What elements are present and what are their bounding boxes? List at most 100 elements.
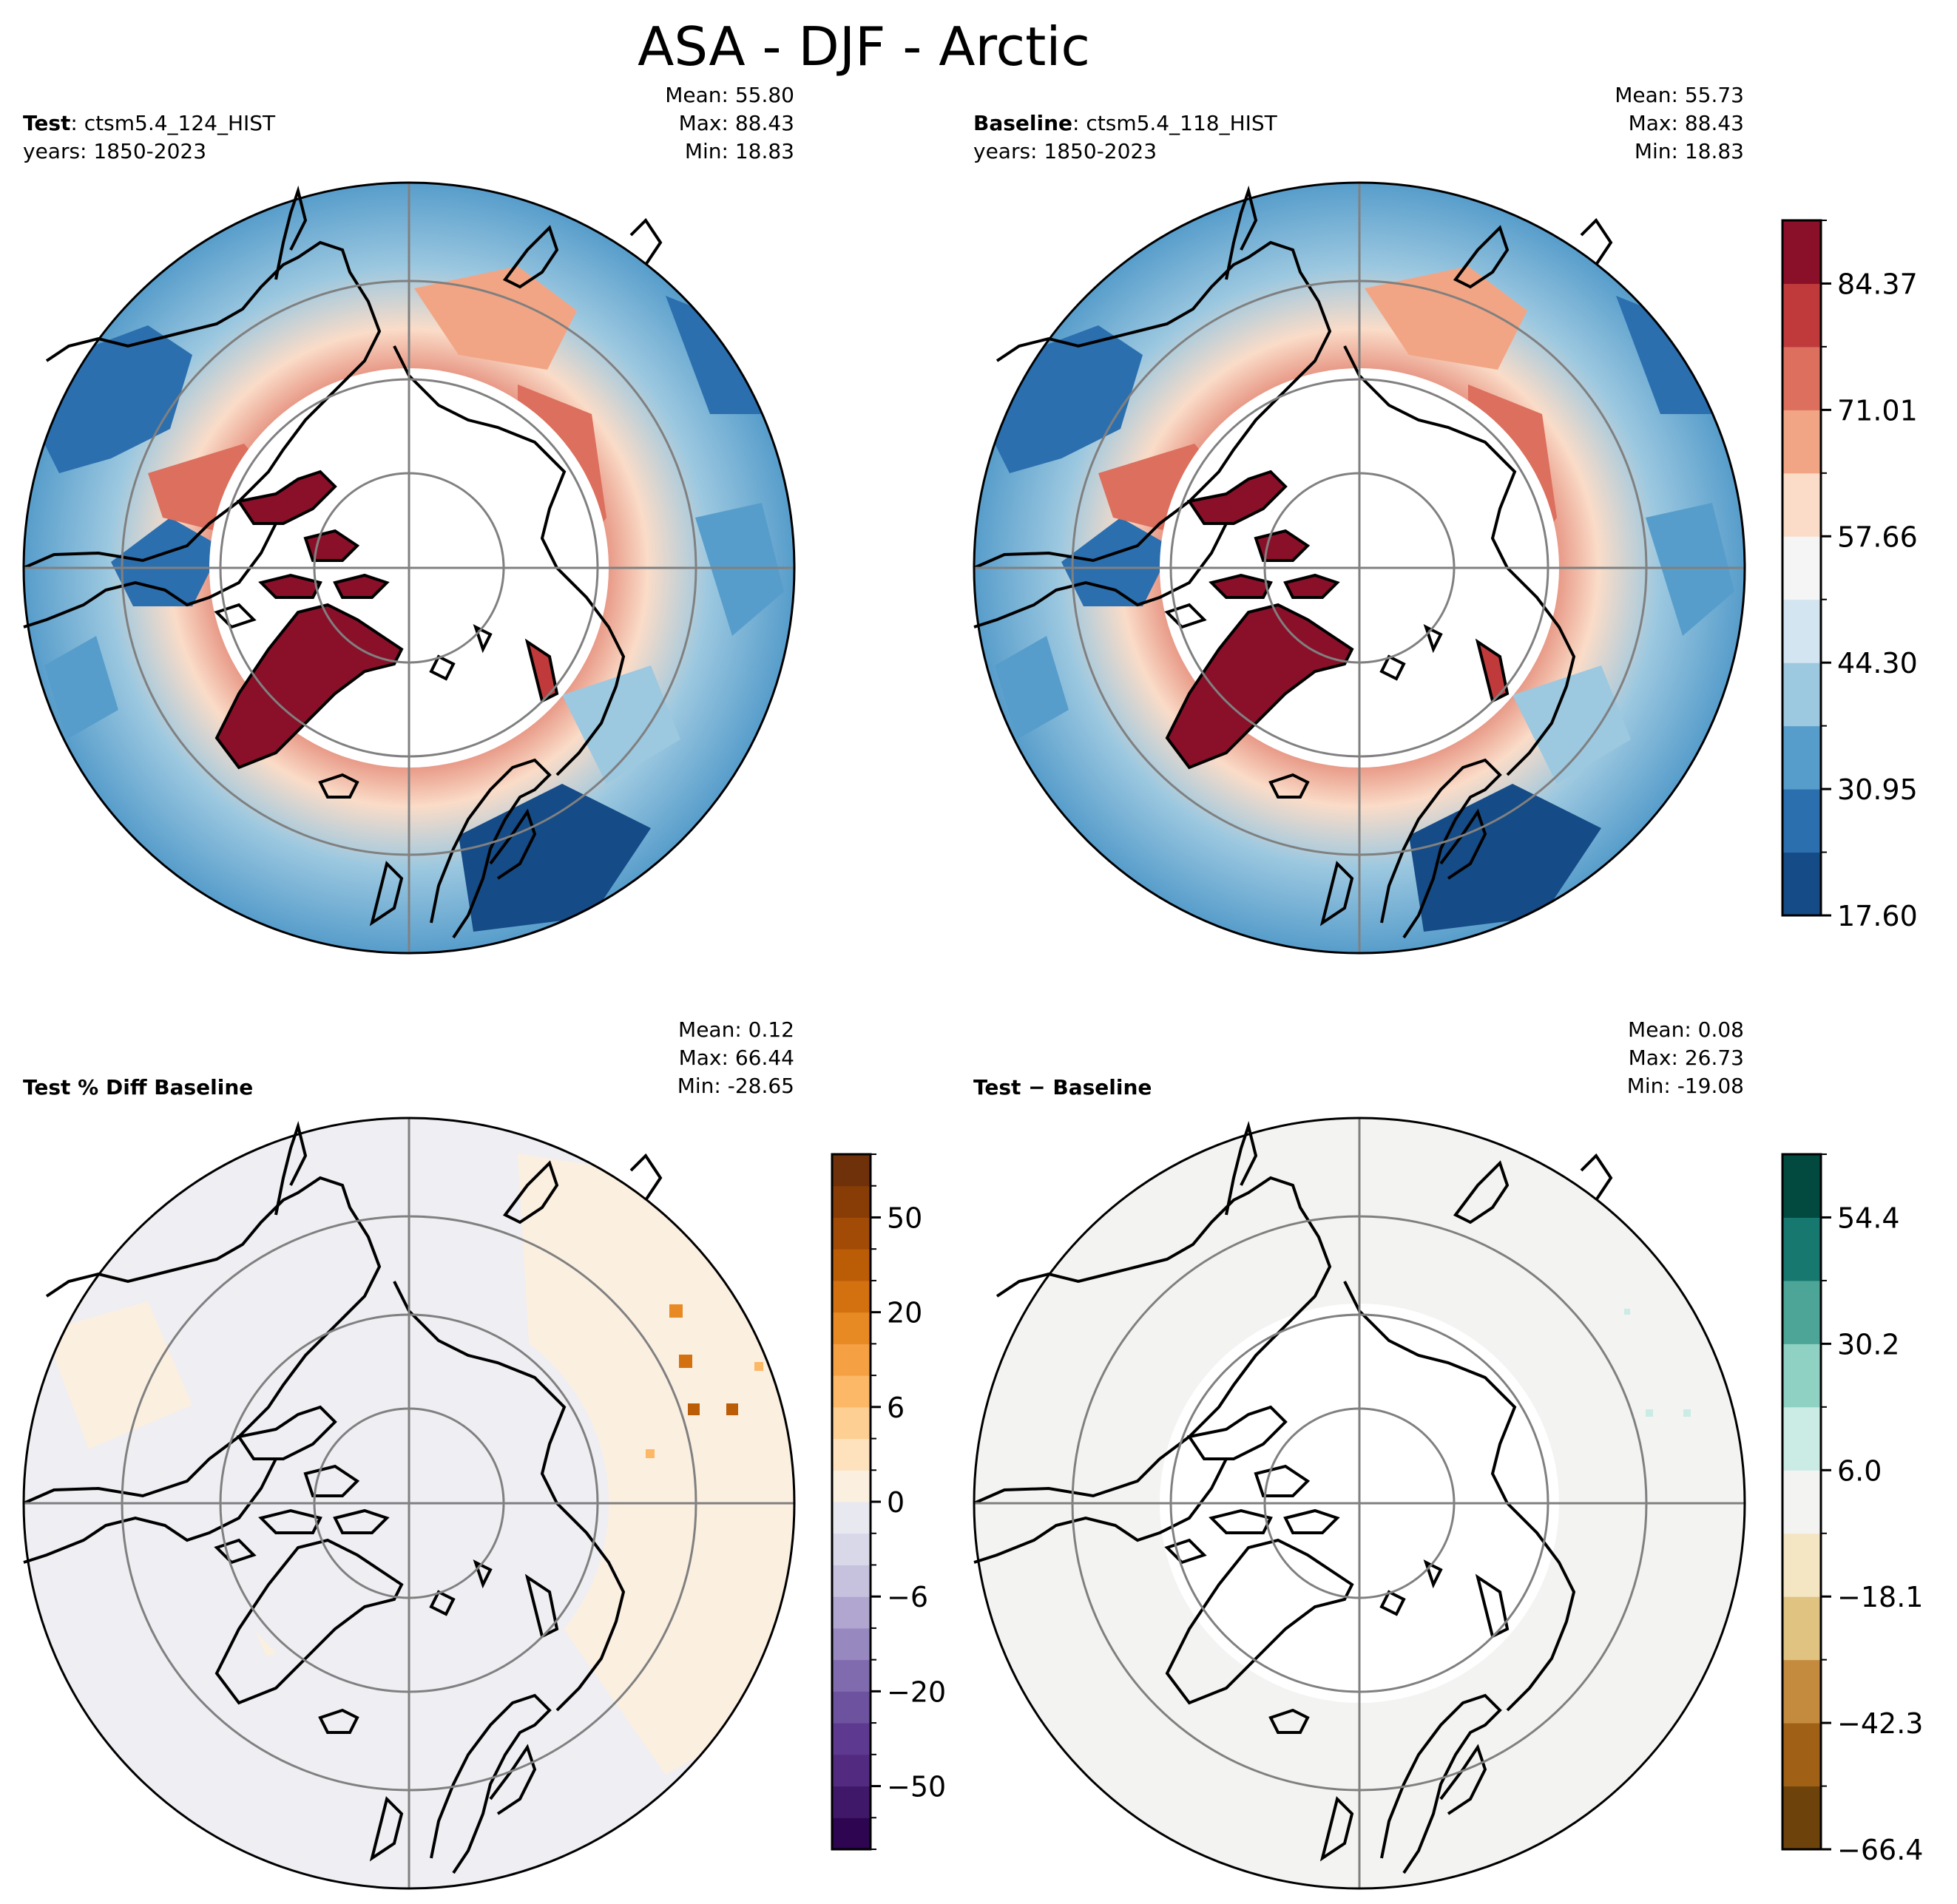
- pctdiff-colorbar-tick-label: −20: [887, 1676, 946, 1708]
- baseline-label-sep: :: [1072, 111, 1080, 135]
- main-colorbar-color-band: [1782, 410, 1821, 474]
- baseline-stat-min: Min: 18.83: [1634, 139, 1744, 163]
- pctdiff-colorbar-color-band: [832, 1344, 871, 1376]
- pctdiff-colorbar-color-band: [832, 1406, 871, 1440]
- baseline-stat-max: Max: 88.43: [1628, 111, 1744, 135]
- pctdiff-hotspot: [679, 1355, 692, 1368]
- baseline-years: years: 1850-2023: [973, 139, 1157, 163]
- baseline-map: [973, 181, 1746, 955]
- test-stat-min: Min: 18.83: [684, 139, 794, 163]
- main-colorbar-tick-label: 84.37: [1837, 268, 1918, 300]
- baseline-panel-label: Baseline: ctsm5.4_118_HIST years: 1850-2…: [973, 109, 1277, 166]
- pctdiff-colorbar-color-band: [832, 1185, 871, 1218]
- pctdiff-hotspot: [646, 1449, 655, 1458]
- diff-colorbar-color-band: [1782, 1217, 1821, 1281]
- main-colorbar: 17.60 30.95 44.30 57.66 71.01 84.37: [1781, 219, 1918, 932]
- pctdiff-stat-max: Max: 66.44: [678, 1046, 794, 1070]
- test-stat-mean: Mean: 55.80: [665, 83, 794, 107]
- pctdiff-colorbar-color-band: [832, 1659, 871, 1692]
- main-colorbar-color-band: [1782, 472, 1821, 537]
- pctdiff-colorbar-color-band: [832, 1817, 871, 1850]
- pctdiff-colorbar-color-band: [832, 1627, 871, 1661]
- main-colorbar-color-band: [1782, 852, 1821, 916]
- main-colorbar-tick-label: 17.60: [1837, 900, 1918, 932]
- baseline-stats: Mean: 55.73 Max: 88.43 Min: 18.83: [1615, 81, 1744, 166]
- diff-colorbar-tick-label: −42.3: [1837, 1707, 1923, 1740]
- pctdiff-hotspot: [726, 1403, 738, 1415]
- pctdiff-colorbar: −50 −20 −6 0 6 20 50: [831, 1153, 946, 1851]
- test-case-name: ctsm5.4_124_HIST: [84, 111, 276, 135]
- diff-colorbar: −66.4 −42.3 −18.1 6.0 30.2 54.4: [1781, 1153, 1923, 1866]
- main-colorbar-color-band: [1782, 283, 1821, 348]
- test-years: years: 1850-2023: [23, 139, 207, 163]
- pctdiff-colorbar-color-band: [832, 1565, 871, 1597]
- pctdiff-colorbar-color-band: [832, 1217, 871, 1250]
- pctdiff-colorbar-color-band: [832, 1533, 871, 1565]
- figure-title: ASA - DJF - Arctic: [638, 16, 1090, 78]
- pctdiff-colorbar-tick-label: 0: [887, 1486, 905, 1519]
- pctdiff-colorbar-color-band: [832, 1754, 871, 1787]
- main-colorbar-tick-label: 30.95: [1837, 773, 1918, 806]
- diff-hotspot: [1646, 1409, 1653, 1417]
- pctdiff-colorbar-tick-label: −50: [887, 1771, 946, 1803]
- pctdiff-panel-label: Test % Diff Baseline: [23, 1074, 253, 1102]
- diff-colorbar-color-band: [1782, 1533, 1821, 1597]
- diff-colorbar-color-band: [1782, 1406, 1821, 1471]
- pctdiff-colorbar-color-band: [832, 1470, 871, 1502]
- pctdiff-map: [22, 1117, 796, 1890]
- pctdiff-colorbar-color-band: [832, 1723, 871, 1755]
- diff-colorbar-tick-label: −66.4: [1837, 1834, 1923, 1866]
- pctdiff-colorbar-color-band: [832, 1249, 871, 1281]
- diff-colorbar-color-band: [1782, 1723, 1821, 1787]
- pctdiff-colorbar-color-band: [832, 1502, 871, 1534]
- pctdiff-colorbar-tick-label: −6: [887, 1581, 928, 1613]
- diff-colorbar-color-band: [1782, 1344, 1821, 1408]
- pctdiff-colorbar-tick-label: 50: [887, 1202, 922, 1234]
- baseline-label-bold: Baseline: [973, 111, 1073, 135]
- diff-stat-min: Min: -19.08: [1626, 1074, 1744, 1098]
- main-colorbar-color-band: [1782, 663, 1821, 727]
- pctdiff-colorbar-color-band: [832, 1786, 871, 1818]
- main-colorbar-color-band: [1782, 346, 1821, 410]
- test-label-bold: Test: [23, 111, 71, 135]
- diff-colorbar-tick-label: −18.1: [1837, 1581, 1923, 1613]
- pctdiff-colorbar-color-band: [832, 1691, 871, 1724]
- test-map-border: [22, 181, 796, 955]
- diff-colorbar-color-band: [1782, 1786, 1821, 1850]
- test-label-sep: :: [70, 111, 78, 135]
- test-stat-max: Max: 88.43: [678, 111, 794, 135]
- pctdiff-colorbar-color-band: [832, 1312, 871, 1344]
- diff-hotspot: [1683, 1409, 1691, 1417]
- diff-colorbar-tick-label: 30.2: [1837, 1328, 1900, 1361]
- baseline-map-border: [973, 181, 1746, 955]
- main-colorbar-frame: [1781, 219, 1822, 917]
- pctdiff-colorbar-color-band: [832, 1596, 871, 1629]
- main-colorbar-color-band: [1782, 536, 1821, 600]
- main-colorbar-color-band: [1782, 220, 1821, 284]
- test-stats: Mean: 55.80 Max: 88.43 Min: 18.83: [665, 81, 794, 166]
- pctdiff-stats: Mean: 0.12 Max: 66.44 Min: -28.65: [677, 1016, 794, 1100]
- diff-colorbar-color-band: [1782, 1596, 1821, 1661]
- pctdiff-map-border: [22, 1117, 796, 1890]
- main-colorbar-tick-label: 57.66: [1837, 521, 1918, 553]
- pctdiff-stat-min: Min: -28.65: [677, 1074, 794, 1098]
- main-colorbar-color-band: [1782, 725, 1821, 790]
- main-colorbar-color-band: [1782, 789, 1821, 853]
- diff-stats: Mean: 0.08 Max: 26.73 Min: -19.08: [1627, 1016, 1744, 1100]
- diff-map-border: [973, 1117, 1746, 1890]
- diff-colorbar-color-band: [1782, 1470, 1821, 1534]
- main-colorbar-tick-label: 71.01: [1837, 394, 1918, 427]
- diff-colorbar-color-band: [1782, 1154, 1821, 1218]
- baseline-case-name: ctsm5.4_118_HIST: [1086, 111, 1277, 135]
- diff-panel-label: Test − Baseline: [973, 1074, 1152, 1102]
- main-colorbar-color-band: [1782, 599, 1821, 663]
- diff-colorbar-color-band: [1782, 1280, 1821, 1344]
- diff-stat-max: Max: 26.73: [1628, 1046, 1744, 1070]
- diff-stat-mean: Mean: 0.08: [1628, 1017, 1744, 1042]
- diff-colorbar-tick-label: 6.0: [1837, 1454, 1882, 1487]
- diff-colorbar-frame: [1781, 1153, 1822, 1851]
- diff-colorbar-color-band: [1782, 1659, 1821, 1724]
- pctdiff-colorbar-color-band: [832, 1154, 871, 1187]
- pctdiff-colorbar-color-band: [832, 1438, 871, 1471]
